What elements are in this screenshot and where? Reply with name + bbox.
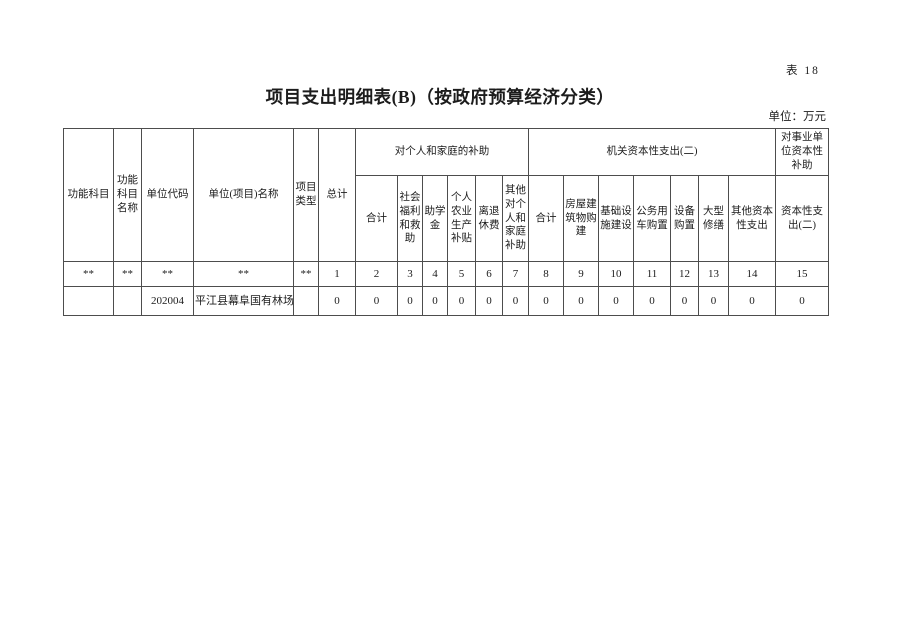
numbering-cell: 3 [397,261,423,287]
budget-table: 功能科目 功能科目名称 单位代码 单位(项目)名称 项目类型 总计 对个人和家庭… [63,128,830,316]
subheader-infrastructure: 基础设施建设 [598,175,634,262]
cell-functional-subject [63,286,114,316]
value-cell: 0 [528,286,564,316]
table-row: 202004 平江县幕阜国有林场 0 0 0 0 0 0 0 0 0 0 0 0… [63,286,830,316]
subheader-other-personal-subsidy: 其他对个人和家庭补助 [502,175,529,262]
cell-functional-subject-name [113,286,142,316]
numbering-cell: 11 [633,261,671,287]
numbering-cell: ** [63,261,114,287]
numbering-cell: 13 [698,261,729,287]
numbering-cell: ** [293,261,319,287]
subheader-grants: 助学金 [422,175,448,262]
value-cell: 0 [475,286,503,316]
value-cell: 0 [422,286,448,316]
subheader-institution-capital-expenditure: 资本性支出(二) [775,175,830,262]
numbering-cell: 14 [727,261,777,287]
numbering-cell: 8 [528,261,564,287]
numbering-cell: 4 [422,261,448,287]
group-header-personal-family-subsidies: 对个人和家庭的补助 [355,128,529,176]
unit-note: 单位：万元 [768,111,827,123]
subheader-personal-total: 合计 [355,175,398,262]
header-project-type: 项目类型 [293,128,319,262]
numbering-cell: ** [193,261,294,287]
value-cell: 0 [633,286,671,316]
value-cell: 0 [397,286,423,316]
value-cell: 0 [447,286,476,316]
subheader-equipment-purchase: 设备购置 [670,175,699,262]
numbering-cell: 15 [775,261,830,287]
value-cell: 0 [355,286,398,316]
numbering-cell: 10 [598,261,634,287]
group-header-institution-capital-subsidy: 对事业单位资本性补助 [775,128,830,176]
table-number: 表 18 [786,65,820,77]
numbering-cell: 6 [475,261,503,287]
numbering-cell: 12 [670,261,699,287]
value-cell: 0 [775,286,830,316]
header-unit-code: 单位代码 [141,128,194,262]
page-title: 项目支出明细表(B)（按政府预算经济分类） [265,87,615,107]
subheader-retirement-pay: 离退休费 [475,175,503,262]
numbering-cell: 7 [502,261,529,287]
cell-unit-name: 平江县幕阜国有林场 [193,286,294,316]
value-cell: 0 [727,286,777,316]
cell-unit-code: 202004 [141,286,194,316]
subheader-official-vehicle-purchase: 公务用车购置 [633,175,671,262]
header-functional-subject-name: 功能科目名称 [113,128,142,262]
numbering-cell: 9 [563,261,599,287]
value-cell: 0 [502,286,529,316]
subheader-capital-total: 合计 [528,175,564,262]
subheader-building-construction: 房屋建筑物购建 [563,175,599,262]
header-grand-total: 总计 [318,128,356,262]
value-cell: 0 [563,286,599,316]
header-functional-subject: 功能科目 [63,128,114,262]
value-cell: 0 [698,286,729,316]
subheader-social-welfare-relief: 社会福利和救助 [397,175,423,262]
cell-project-type [293,286,319,316]
subheader-agricultural-subsidy: 个人农业生产补贴 [447,175,476,262]
value-cell: 0 [318,286,356,316]
group-header-agency-capital-expenditure: 机关资本性支出(二) [527,128,777,176]
numbering-cell: 5 [447,261,476,287]
numbering-cell: ** [141,261,194,287]
value-cell: 0 [598,286,634,316]
numbering-cell: 1 [318,261,356,287]
numbering-cell: 2 [355,261,398,287]
value-cell: 0 [670,286,699,316]
subheader-major-repair: 大型修缮 [698,175,729,262]
subheader-other-capital-expenditure: 其他资本性支出 [727,175,777,262]
header-unit-project-name: 单位(项目)名称 [193,128,294,262]
numbering-cell: ** [113,261,142,287]
